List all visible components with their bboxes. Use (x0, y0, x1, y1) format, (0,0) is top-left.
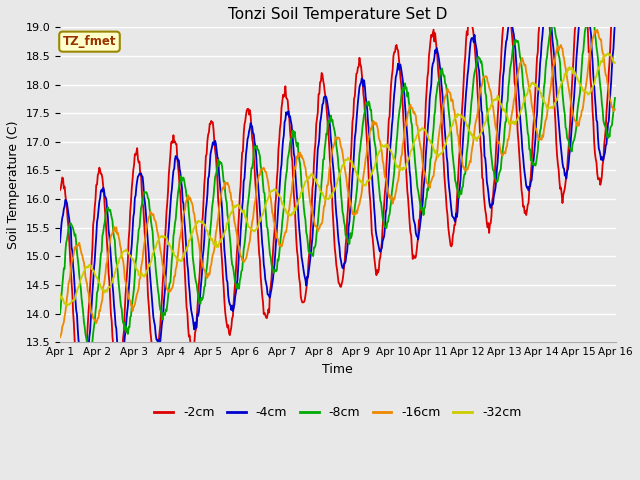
Legend: -2cm, -4cm, -8cm, -16cm, -32cm: -2cm, -4cm, -8cm, -16cm, -32cm (149, 401, 527, 424)
X-axis label: Time: Time (323, 362, 353, 376)
Title: Tonzi Soil Temperature Set D: Tonzi Soil Temperature Set D (228, 7, 447, 22)
Y-axis label: Soil Temperature (C): Soil Temperature (C) (7, 120, 20, 249)
Text: TZ_fmet: TZ_fmet (63, 35, 116, 48)
